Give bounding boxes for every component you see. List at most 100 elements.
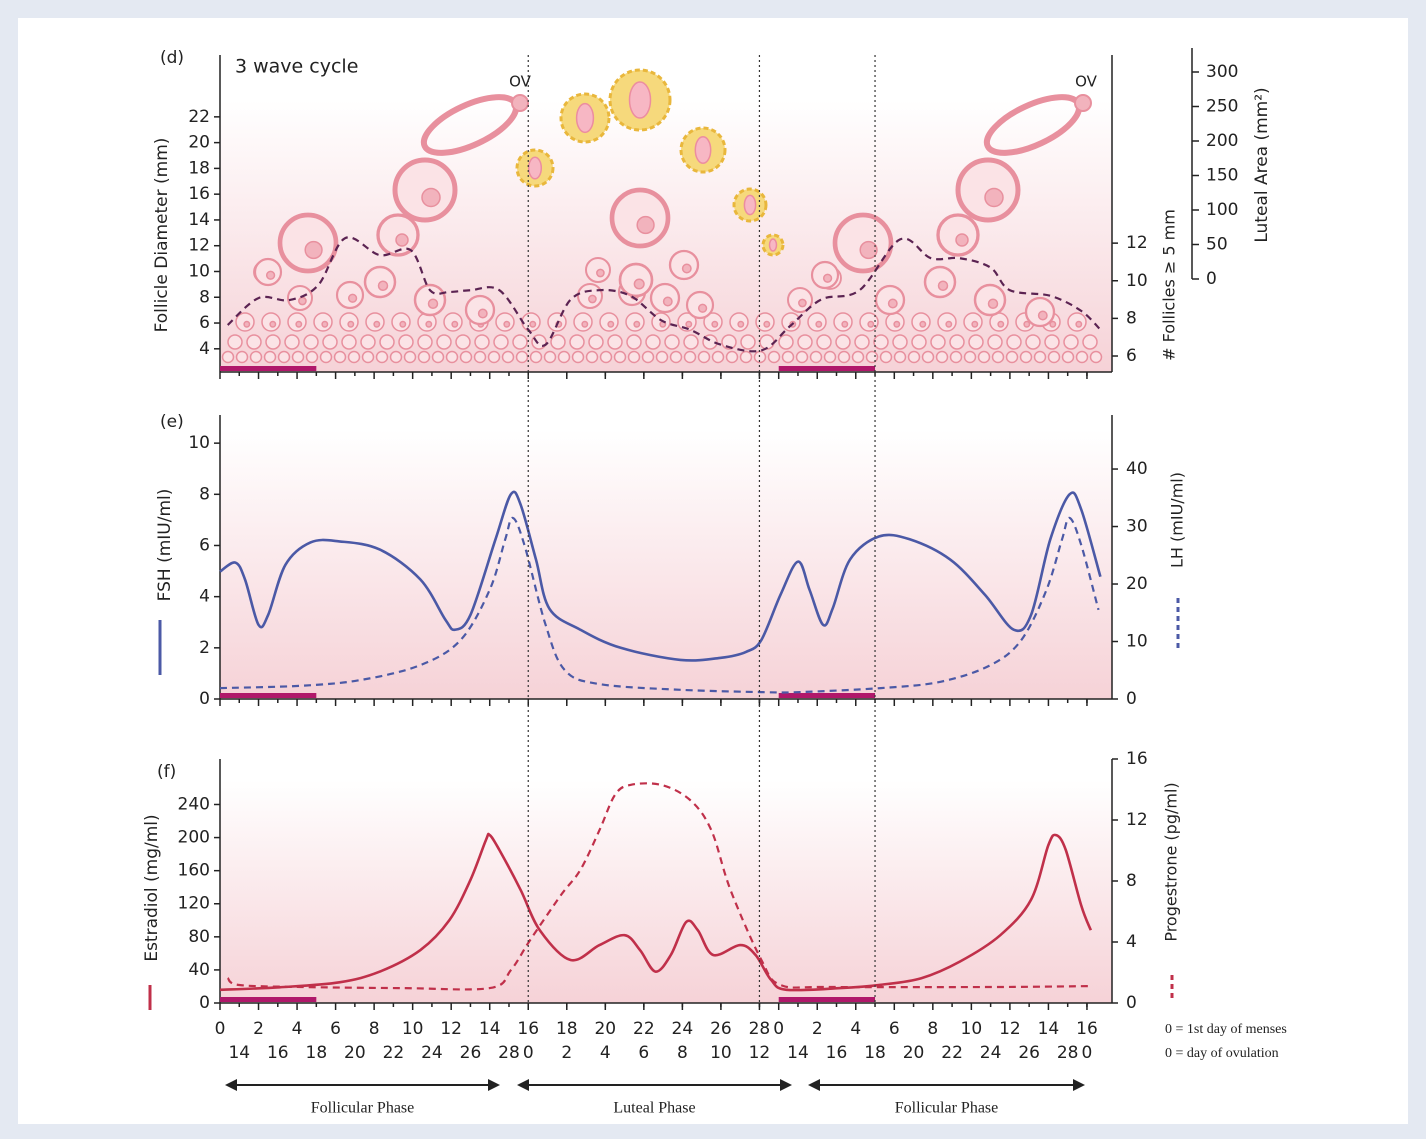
follicle-illustration <box>1061 350 1075 364</box>
x-tick-label: 14 <box>228 1043 250 1063</box>
menses-bar <box>778 693 876 698</box>
follicle-illustration <box>361 350 375 364</box>
x-tick-label: 28 <box>1057 1043 1079 1063</box>
follicle-illustration <box>781 350 795 364</box>
follicle-illustration <box>841 320 849 328</box>
x-tick-label: 10 <box>402 1019 424 1039</box>
x-tick-label: 10 <box>710 1043 732 1063</box>
follicle-illustration <box>379 334 395 350</box>
data-line <box>226 782 1091 991</box>
follicle-illustration <box>557 350 571 364</box>
follicle-illustration <box>1075 320 1083 328</box>
menses-bar <box>778 997 876 1002</box>
note: 0 = 1st day of menses <box>1165 1022 1287 1037</box>
follicle-illustration <box>822 273 833 283</box>
follicle-illustration <box>873 334 889 350</box>
follicle-illustration <box>711 320 719 328</box>
follicle-illustration <box>1063 334 1079 350</box>
follicle-illustration <box>436 334 452 350</box>
x-tick-label: 20 <box>903 1043 925 1063</box>
follicle-illustration <box>291 350 305 364</box>
y-tick-label: 0 <box>199 993 210 1013</box>
follicle-illustration <box>347 293 358 303</box>
follicle-illustration <box>633 278 645 290</box>
follicle-illustration <box>968 334 984 350</box>
follicle-illustration <box>445 350 459 364</box>
follicle-illustration <box>971 320 979 328</box>
y3-tick-label: 150 <box>1206 166 1238 186</box>
follicle-illustration <box>1006 334 1022 350</box>
y2-tick-label: 8 <box>1126 871 1137 891</box>
y2-tick-label: 4 <box>1126 932 1137 952</box>
y-tick-label: 4 <box>199 587 210 607</box>
follicle-illustration <box>921 350 935 364</box>
corpus-luteum-illustration <box>743 194 757 216</box>
y2-tick-label: 0 <box>1126 689 1137 709</box>
y-tick-label: 16 <box>188 184 210 204</box>
x-tick-label: 18 <box>306 1043 328 1063</box>
y2-axis-label: # Follicles ≥ 5 mm <box>1160 209 1179 361</box>
follicle-illustration <box>664 334 680 350</box>
follicle-illustration <box>683 350 697 364</box>
follicle-illustration <box>265 270 276 280</box>
x-tick-label: 26 <box>1018 1043 1040 1063</box>
follicle-illustration <box>907 350 921 364</box>
corpus-luteum-illustration <box>768 238 778 252</box>
follicle-illustration <box>269 320 277 328</box>
follicle-illustration <box>1033 350 1047 364</box>
follicle-illustration <box>403 350 417 364</box>
panel-label: (f) <box>157 762 176 782</box>
annotation: OV <box>509 73 532 91</box>
data-line <box>219 832 1093 992</box>
follicle-illustration <box>389 350 403 364</box>
x-tick-label: 14 <box>479 1019 501 1039</box>
follicle-illustration <box>987 334 1003 350</box>
follicle-illustration <box>607 334 623 350</box>
y3-tick-label: 0 <box>1206 269 1217 289</box>
follicle-illustration <box>641 350 655 364</box>
follicle-illustration <box>501 350 515 364</box>
follicle-illustration <box>984 187 1004 208</box>
data-line <box>219 490 1102 662</box>
follicle-illustration <box>1047 350 1061 364</box>
y-tick-label: 14 <box>188 210 210 230</box>
follicle-illustration <box>711 350 725 364</box>
follicle-illustration <box>859 240 878 260</box>
menses-bar <box>220 366 317 371</box>
follicle-illustration <box>529 350 543 364</box>
follicle-illustration <box>854 334 870 350</box>
menses-bar <box>220 693 317 698</box>
x-tick-label: 28 <box>749 1019 771 1039</box>
follicle-illustration <box>431 350 445 364</box>
follicle-illustration <box>977 350 991 364</box>
follicle-illustration <box>398 334 414 350</box>
follicle-illustration <box>798 298 807 308</box>
y3-tick-label: 50 <box>1206 235 1228 255</box>
y-tick-label: 10 <box>188 261 210 281</box>
x-tick-label: 0 <box>1082 1043 1093 1063</box>
follicle-illustration <box>221 350 235 364</box>
follicle-illustration <box>511 94 529 112</box>
follicle-illustration <box>585 350 599 364</box>
y-tick-label: 12 <box>188 236 210 256</box>
x-tick-label: 12 <box>440 1019 462 1039</box>
y-tick-label: 160 <box>178 861 210 881</box>
phase-label: Follicular Phase <box>311 1100 415 1117</box>
x-tick-label: 0 <box>215 1019 226 1039</box>
follicle-illustration <box>697 303 708 313</box>
follicle-illustration <box>321 320 329 328</box>
follicle-illustration <box>867 320 875 328</box>
y3-axis-label: Luteal Area (mm²) <box>1252 87 1272 242</box>
follicle-illustration <box>298 296 307 306</box>
follicle-illustration <box>451 320 459 328</box>
y-tick-label: 240 <box>178 794 210 814</box>
follicle-illustration <box>550 334 566 350</box>
x-tick-label: 26 <box>460 1043 482 1063</box>
follicle-illustration <box>303 334 319 350</box>
follicle-illustration <box>778 334 794 350</box>
follicle-illustration <box>681 263 692 274</box>
panel-label: (e) <box>160 412 184 432</box>
follicle-illustration <box>1089 350 1103 364</box>
y-tick-label: 2 <box>199 638 210 658</box>
